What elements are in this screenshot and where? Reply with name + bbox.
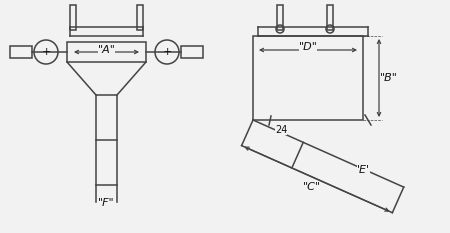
Text: 'E': 'E'	[357, 165, 370, 175]
Text: "B": "B"	[380, 73, 398, 83]
Text: "C": "C"	[303, 182, 321, 192]
Bar	[277, 5, 283, 30]
Text: "F": "F"	[98, 198, 115, 208]
Bar	[10, 46, 32, 58]
Text: "A": "A"	[98, 45, 116, 55]
Bar	[67, 42, 146, 62]
Text: +: +	[41, 47, 51, 57]
Bar	[327, 5, 333, 30]
Bar	[137, 5, 143, 30]
Bar	[181, 46, 203, 58]
Bar	[96, 95, 117, 185]
Text: +: +	[162, 47, 172, 57]
Bar	[70, 5, 76, 30]
Bar	[253, 36, 363, 120]
Text: 24: 24	[275, 125, 287, 135]
Text: "D": "D"	[298, 42, 317, 52]
